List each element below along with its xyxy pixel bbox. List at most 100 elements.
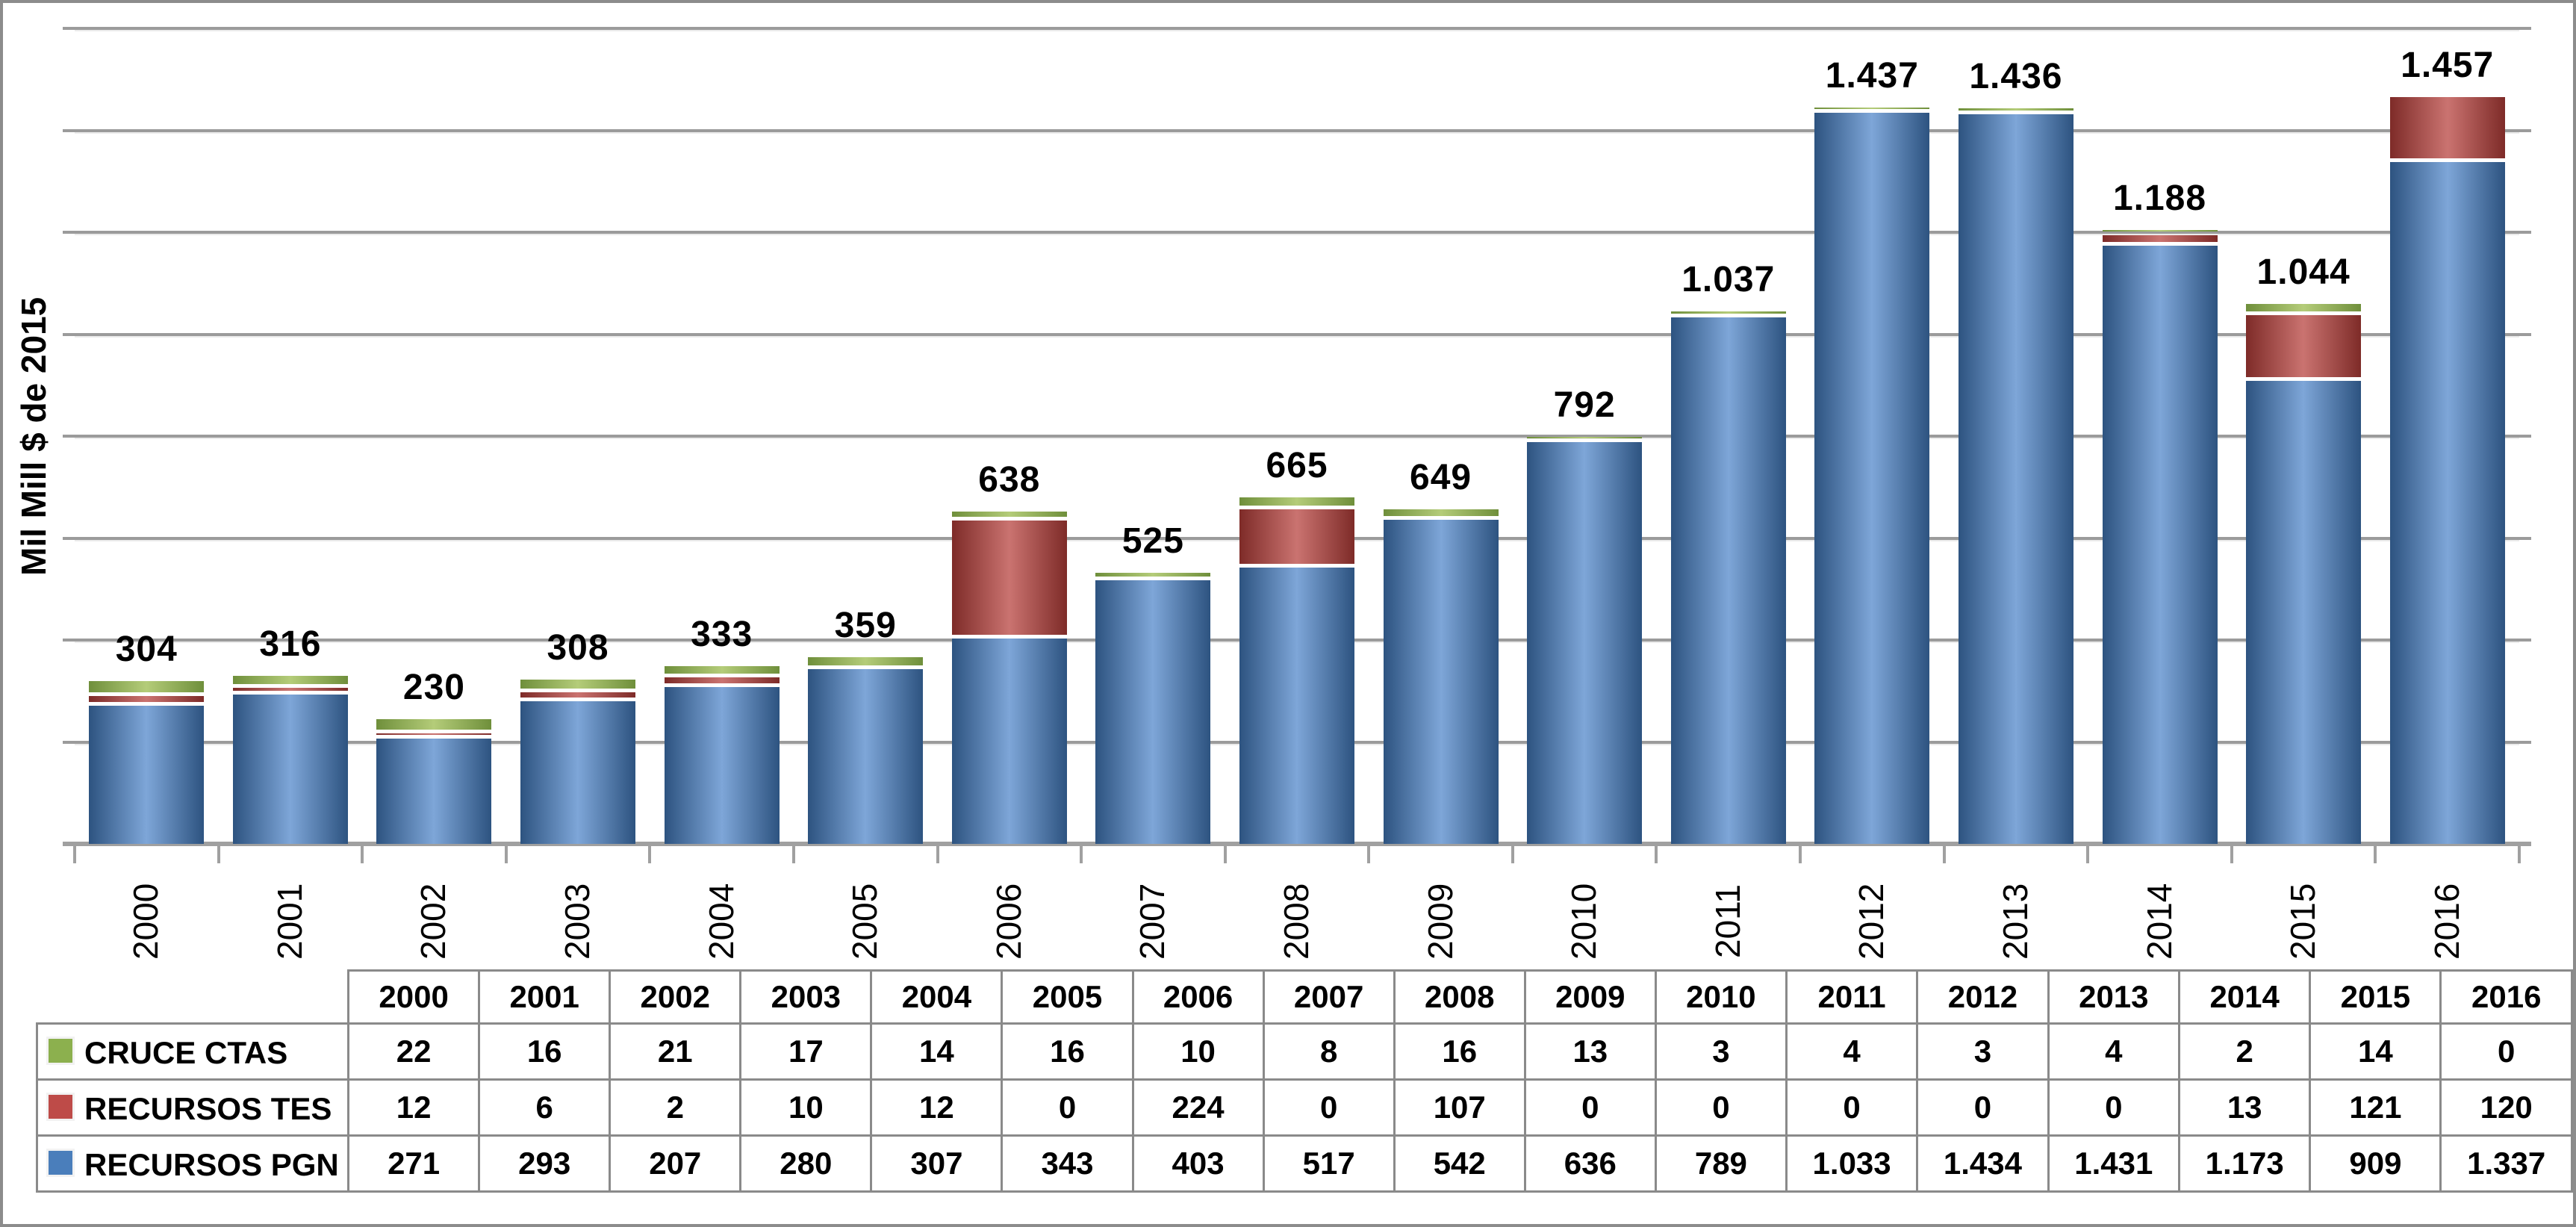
bar-2002 (376, 3, 492, 844)
x-axis-tick (504, 844, 508, 863)
y-tick-left (63, 435, 75, 438)
bar-2011 (1670, 3, 1786, 844)
bar-2001 (232, 3, 348, 844)
table-year-header: 2009 (1523, 969, 1657, 1025)
table-value-cell: 10 (739, 1078, 873, 1137)
table-value-cell: 789 (1654, 1134, 1788, 1193)
bar-segment-recursos-tes (89, 696, 205, 702)
table-year-header: 2006 (1131, 969, 1265, 1025)
bar-total-label: 649 (1410, 458, 1472, 497)
bar-total-label: 1.437 (1825, 56, 1919, 96)
bar-segment-recursos-tes (2246, 315, 2362, 377)
bar-segment-recursos-tes (664, 677, 780, 683)
bar-total-label: 525 (1121, 521, 1184, 561)
table-value-cell: 1.337 (2439, 1134, 2573, 1193)
bar-segment-cruce-ctas (1527, 437, 1643, 438)
x-axis-tick (73, 844, 76, 863)
bar-total-label: 792 (1553, 385, 1616, 425)
bar-total-label: 359 (834, 606, 897, 645)
bar-2014 (2102, 3, 2218, 844)
table-value-cell: 4 (1785, 1022, 1919, 1081)
table-value-cell: 12 (870, 1078, 1004, 1137)
table-value-cell: 13 (1523, 1022, 1657, 1081)
table-value-cell: 2 (609, 1078, 742, 1137)
plot-area: 304 2000 316 2001 230 2002 308 2003 333 2004 359 20… (63, 3, 2531, 960)
table-value-cell: 107 (1393, 1078, 1526, 1137)
table-year-header: 2012 (1916, 969, 2050, 1025)
bar-segment-recursos-pgn (1958, 114, 2073, 844)
x-axis-tick (936, 844, 939, 863)
bar-segment-cruce-ctas (1814, 108, 1930, 109)
table-value-cell: 207 (609, 1134, 742, 1193)
table-value-cell: 0 (2439, 1022, 2573, 1081)
gridline-800 (75, 435, 2519, 438)
table-value-cell: 280 (739, 1134, 873, 1193)
x-axis-label: 2006 (989, 883, 1028, 960)
bar-2013 (1958, 3, 2073, 844)
bar-segment-cruce-ctas (2246, 304, 2362, 311)
table-value-cell: 1.434 (1916, 1134, 2050, 1193)
legend-cell: CRUCE CTAS (35, 1022, 350, 1081)
x-axis-label: 2007 (1133, 883, 1172, 960)
table-row: RECURSOS PGN 271 293 207 280 307 343 403 517 542 6… (35, 1134, 2573, 1193)
bar-total-label: 1.436 (1969, 57, 2063, 96)
bar-segment-recursos-pgn (1527, 442, 1643, 844)
table-value-cell: 1.033 (1785, 1134, 1919, 1193)
x-axis-tick (1223, 844, 1227, 863)
bar-2009 (1383, 3, 1499, 844)
table-value-cell: 16 (1393, 1022, 1526, 1081)
table-value-cell: 16 (1001, 1022, 1134, 1081)
x-axis-tick (361, 844, 364, 863)
bar-segment-recursos-pgn (808, 669, 924, 844)
x-axis-tick (1367, 844, 1371, 863)
table-year-header: 2015 (2309, 969, 2442, 1025)
table-value-cell: 1.431 (2047, 1134, 2181, 1193)
bar-2008 (1239, 3, 1354, 844)
bar-segment-cruce-ctas (520, 680, 636, 689)
bar-segment-cruce-ctas (89, 681, 205, 692)
x-axis-label: 2011 (1708, 884, 1747, 958)
table-value-cell: 636 (1523, 1134, 1657, 1193)
y-tick-right (2519, 740, 2531, 744)
table-value-cell: 517 (1262, 1134, 1396, 1193)
y-tick-left (63, 231, 75, 234)
table-year-header: 2008 (1393, 969, 1526, 1025)
table-value-cell: 17 (739, 1022, 873, 1081)
table-value-cell: 271 (347, 1134, 481, 1193)
bar-segment-recursos-tes (232, 688, 348, 691)
table-year-header: 2007 (1262, 969, 1396, 1025)
bar-segment-cruce-ctas (2102, 230, 2218, 232)
x-axis-label: 2012 (1852, 883, 1891, 960)
bar-segment-recursos-tes (1239, 509, 1354, 564)
gridline-1000 (75, 332, 2519, 336)
table-row: RECURSOS TES 12 6 2 10 12 0 224 0 107 0 0 0 0 0 13 121 12… (35, 1078, 2573, 1137)
table-value-cell: 1.173 (2177, 1134, 2312, 1193)
bar-2006 (951, 3, 1067, 844)
bar-segment-recursos-pgn (376, 739, 492, 844)
y-tick-right (2519, 128, 2531, 132)
legend-swatch-icon (49, 1150, 72, 1175)
table-year-header: 2011 (1785, 969, 1919, 1025)
x-axis-tick (2374, 844, 2377, 863)
table-value-cell: 6 (478, 1078, 612, 1137)
table-year-header: 2005 (1001, 969, 1134, 1025)
bar-segment-recursos-pgn (1095, 580, 1211, 844)
x-axis-label: 2009 (1420, 883, 1460, 960)
table-value-cell: 10 (1131, 1022, 1265, 1081)
table-value-cell: 224 (1131, 1078, 1265, 1137)
table-row: CRUCE CTAS 22 16 21 17 14 16 10 8 16 13 3 4 3 4 2 14 0 (35, 1022, 2573, 1081)
table-year-header: 2013 (2047, 969, 2181, 1025)
table-value-cell: 4 (2047, 1022, 2181, 1081)
table-value-cell: 542 (1393, 1134, 1526, 1193)
bar-segment-recursos-pgn (1814, 113, 1930, 844)
gridline-1400 (75, 128, 2519, 132)
legend-label: RECURSOS PGN (84, 1146, 339, 1182)
bar-segment-recursos-pgn (951, 639, 1067, 844)
x-axis-tick (2086, 844, 2090, 863)
bar-segment-cruce-ctas (664, 666, 780, 674)
table-value-cell: 0 (1785, 1078, 1919, 1137)
table-value-cell: 0 (1654, 1078, 1788, 1137)
bar-segment-recursos-tes (376, 733, 492, 735)
bar-total-label: 1.037 (1681, 260, 1776, 299)
bar-segment-cruce-ctas (232, 676, 348, 684)
